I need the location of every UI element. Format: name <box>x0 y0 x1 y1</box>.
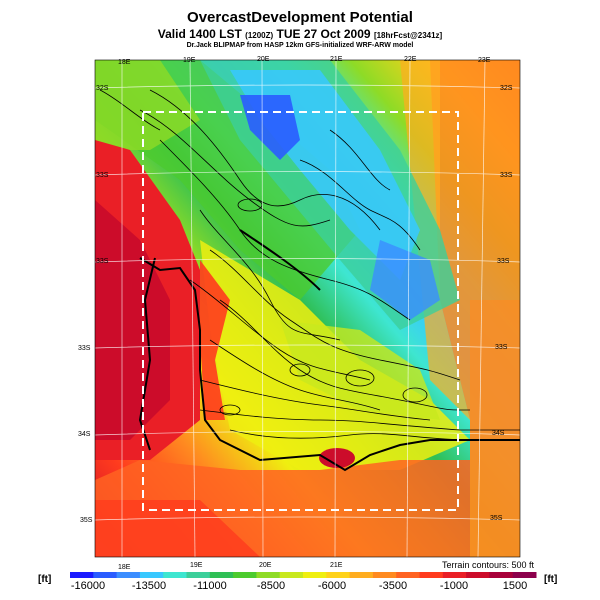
color-field <box>95 60 520 557</box>
bottom-lon-label: 20E <box>259 562 272 569</box>
colorbar-label: -1000 <box>439 580 469 592</box>
left-lat-label: 33S <box>96 172 109 179</box>
colorbar-swatch <box>233 572 257 578</box>
terrain-contour-note: Terrain contours: 500 ft <box>441 560 534 570</box>
right-lat-label: 32S <box>500 85 513 92</box>
left-lat-labels: 32S 33S 33S 33S 34S 35S <box>78 85 109 524</box>
colorbar-swatch <box>512 572 537 578</box>
colorbar-swatch <box>70 572 94 578</box>
right-lat-label: 35S <box>490 515 503 522</box>
colorbar-label: -16000 <box>70 580 106 592</box>
colorbar-swatch <box>209 572 234 578</box>
colorbar-label: -8500 <box>256 580 286 592</box>
top-lon-label: 21E <box>330 56 343 63</box>
colorbar-swatch <box>303 572 327 578</box>
right-lat-label: 33S <box>495 344 508 351</box>
map-title: OvercastDevelopment Potential <box>187 9 413 26</box>
valid-time: Valid 1400 LST <box>157 27 242 41</box>
left-lat-label: 35S <box>80 517 93 524</box>
top-lon-labels: 18E 19E 20E 21E 22E 23E <box>118 56 491 66</box>
unit-right-label: [ft] <box>544 574 558 585</box>
colorbar-swatch <box>419 572 444 578</box>
unit-left-label: [ft] <box>38 574 52 585</box>
colorbar-label: -11000 <box>193 580 227 592</box>
top-lon-label: 19E <box>183 57 196 64</box>
colorbar-swatch <box>93 572 118 578</box>
model-credit: Dr.Jack BLIPMAP from HASP 12km GFS-initi… <box>186 42 414 49</box>
right-lat-label: 33S <box>497 258 510 265</box>
inner-domain-box <box>142 111 459 511</box>
left-lat-label: 33S <box>78 345 91 352</box>
colorbar-swatch <box>466 572 490 578</box>
valid-date: TUE 27 Oct 2009 <box>276 27 371 41</box>
bottom-lon-label: 18E <box>118 564 131 571</box>
lat-lon-grid <box>94 59 521 558</box>
colorbar-swatch <box>163 572 187 578</box>
colorbar-swatch <box>349 572 374 578</box>
bottom-lon-labels: 18E 19E 20E 21E <box>118 562 343 571</box>
colorbar-swatch <box>139 572 164 578</box>
colorbar-label: -13500 <box>131 580 167 592</box>
colorbar-swatch <box>326 572 351 578</box>
color-scale-bar <box>70 572 537 578</box>
bottom-lon-label: 19E <box>190 562 203 569</box>
colorbar-swatch <box>256 572 281 578</box>
left-lat-label: 32S <box>96 85 109 92</box>
colorbar-swatch <box>116 572 141 578</box>
top-lon-label: 22E <box>404 56 417 63</box>
colorbar-label: 1500 <box>502 580 528 592</box>
right-lat-label: 34S <box>492 430 505 437</box>
colorbar-label: -6000 <box>317 580 347 592</box>
map-frame <box>94 59 521 558</box>
valid-time-subtitle: Valid 1400 LST (1200Z) TUE 27 Oct 2009 [… <box>0 27 600 41</box>
utc-time: (1200Z) <box>245 31 274 40</box>
colorbar-labels: -16000 -13500 -11000 -8500 -6000 -3500 -… <box>60 580 544 594</box>
colorbar-label: -3500 <box>378 580 408 592</box>
left-lat-label: 34S <box>78 431 91 438</box>
colorbar-swatch <box>489 572 514 578</box>
colorbar-swatch <box>279 572 304 578</box>
forecast-info: [18hrFcst@2341z] <box>373 31 443 40</box>
colorbar-swatch <box>372 572 397 578</box>
colorbar-swatch <box>442 572 467 578</box>
left-lat-label: 33S <box>96 258 109 265</box>
terrain-contours <box>99 89 520 441</box>
right-lat-labels: 32S 33S 33S 33S 34S 35S <box>490 85 513 522</box>
colorbar-swatch <box>396 572 420 578</box>
top-lon-label: 23E <box>478 57 491 64</box>
top-lon-label: 20E <box>257 56 270 63</box>
right-lat-label: 33S <box>500 172 513 179</box>
colorbar-swatch <box>186 572 211 578</box>
bottom-lon-label: 21E <box>330 562 343 569</box>
top-lon-label: 18E <box>118 59 131 66</box>
